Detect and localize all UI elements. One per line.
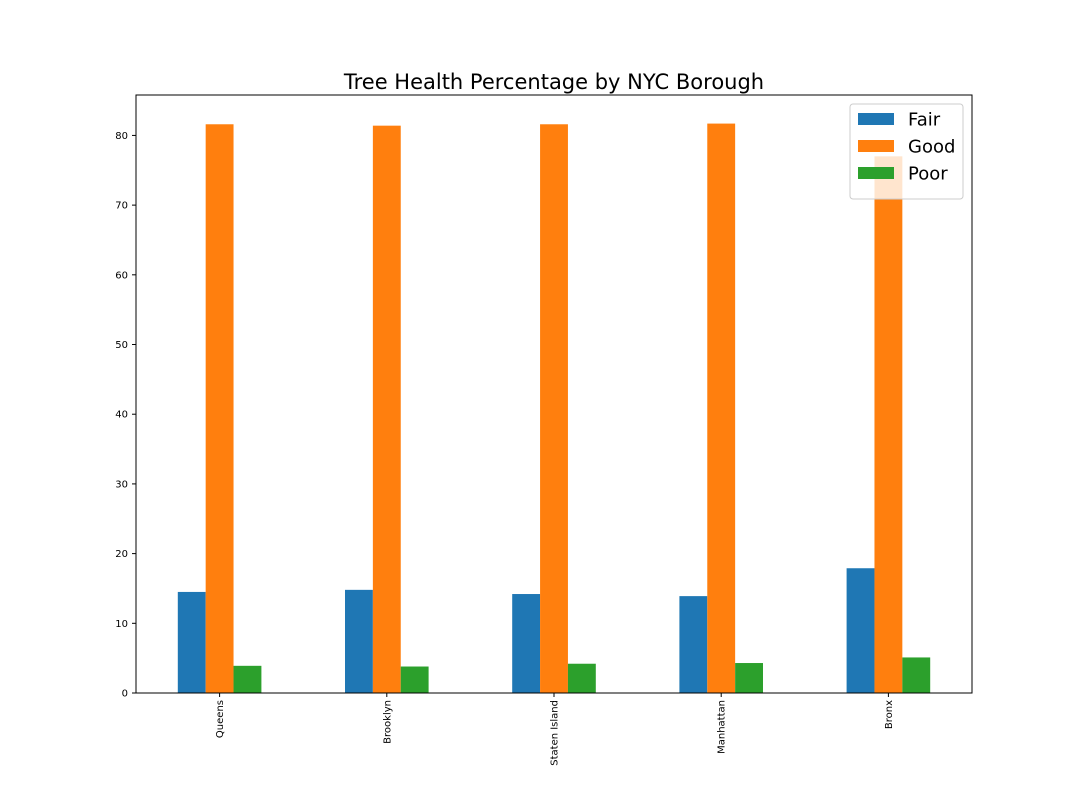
legend-swatch-fair: [858, 113, 894, 125]
bar-poor-manhattan: [735, 663, 763, 693]
bar-good-queens: [205, 124, 234, 693]
bar-good-bronx: [874, 156, 903, 693]
y-tick-label: 50: [115, 340, 128, 351]
bar-good-staten-island: [540, 124, 568, 693]
bar-good-brooklyn: [372, 125, 401, 694]
chart-title: Tree Health Percentage by NYC Borough: [343, 70, 764, 94]
legend-swatch-poor: [858, 167, 894, 179]
y-tick-label: 40: [115, 410, 128, 421]
y-tick-label: 80: [115, 131, 128, 142]
y-tick-label: 60: [115, 270, 128, 281]
axes-group: Queens Brooklyn Staten Island Manhattan Bron…: [115, 94, 973, 766]
legend-label-poor: Poor: [908, 164, 948, 185]
bar-fair-staten-island: [512, 594, 541, 693]
x-tick-label: Brooklyn: [382, 700, 393, 744]
bar-poor-staten-island: [567, 663, 596, 693]
x-tick-label: Manhattan: [717, 700, 728, 754]
legend-label-fair: Fair: [908, 110, 941, 131]
bar-fair-brooklyn: [345, 589, 373, 693]
y-tick-label: 20: [115, 549, 128, 560]
y-tick-label: 0: [122, 689, 128, 700]
bar-poor-bronx: [902, 657, 931, 693]
bar-poor-queens: [233, 665, 262, 693]
legend-swatch-good: [858, 140, 894, 152]
y-tick-label: 30: [115, 479, 128, 490]
plot-frame: [135, 94, 973, 694]
x-tick-label: Queens: [215, 700, 226, 738]
legend-label-good: Good: [908, 137, 955, 158]
bar-fair-manhattan: [679, 596, 708, 693]
bars-group: [177, 123, 931, 694]
y-tick-label: 10: [115, 619, 128, 630]
y-tick-label: 70: [115, 201, 128, 212]
bar-good-manhattan: [707, 123, 736, 693]
x-tick-label: Bronx: [884, 700, 895, 729]
legend: Fair Good Poor: [849, 103, 964, 200]
bar-fair-queens: [177, 591, 206, 693]
bar-poor-brooklyn: [400, 666, 429, 693]
bar-fair-bronx: [846, 568, 875, 693]
x-tick-label: Staten Island: [550, 700, 561, 766]
